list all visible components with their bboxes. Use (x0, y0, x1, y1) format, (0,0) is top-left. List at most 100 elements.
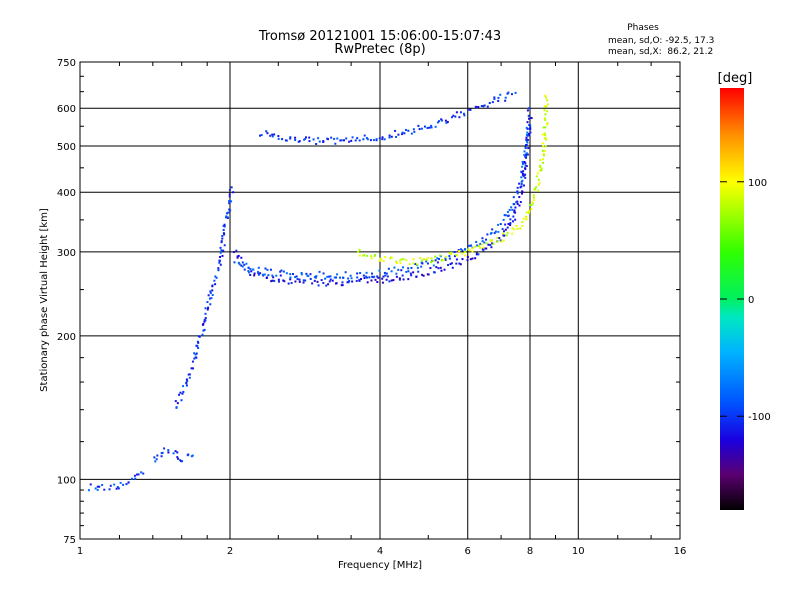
data-point (417, 270, 420, 273)
data-point (271, 133, 274, 136)
data-point (516, 200, 519, 203)
data-point (187, 453, 190, 456)
data-point (521, 162, 524, 165)
data-point (401, 266, 404, 269)
data-point (197, 341, 200, 344)
data-point (525, 218, 528, 221)
data-point (233, 261, 236, 264)
data-point (265, 130, 268, 133)
data-point (309, 277, 312, 280)
y-tick-label: 200 (57, 332, 76, 343)
data-point (407, 270, 410, 273)
data-point (372, 139, 375, 142)
data-point (280, 269, 283, 272)
data-point (324, 277, 327, 280)
data-point (402, 278, 405, 281)
data-point (317, 137, 320, 140)
data-point (94, 487, 97, 490)
data-point (363, 134, 366, 137)
data-point (427, 273, 430, 276)
data-point (387, 267, 390, 270)
data-point (483, 104, 486, 107)
data-point (87, 489, 90, 492)
data-point (524, 146, 527, 149)
data-point (546, 99, 549, 102)
data-point (431, 259, 434, 262)
data-point (459, 263, 462, 266)
data-point (458, 262, 461, 265)
data-point (351, 136, 354, 139)
data-point (425, 260, 428, 263)
data-point (209, 303, 212, 306)
data-point (381, 281, 384, 284)
data-point (250, 270, 253, 273)
data-point (228, 195, 231, 198)
data-point (315, 275, 318, 278)
data-point (527, 117, 530, 120)
data-point (304, 136, 307, 139)
data-point (505, 234, 508, 237)
data-point (320, 279, 323, 282)
data-point (289, 136, 292, 139)
data-point (390, 279, 393, 282)
data-point (428, 126, 431, 129)
data-point (499, 239, 502, 242)
data-point (245, 262, 248, 265)
data-point (350, 277, 353, 280)
data-point (382, 259, 385, 262)
data-point (261, 273, 264, 276)
colorbar: [deg] -100 0 100 (718, 71, 771, 510)
data-point (316, 280, 319, 283)
data-point (217, 267, 220, 270)
x-tick-label: 6 (465, 546, 471, 557)
data-point (322, 272, 325, 275)
data-point (440, 118, 443, 121)
data-point (502, 218, 505, 221)
data-point (335, 282, 338, 285)
data-point (356, 272, 359, 275)
data-point (304, 138, 307, 141)
data-point (315, 143, 318, 146)
data-point (454, 115, 457, 118)
data-point (312, 138, 315, 141)
data-point (415, 275, 418, 278)
data-point (204, 319, 207, 322)
data-point (358, 279, 361, 282)
data-point (523, 154, 526, 157)
data-point (228, 193, 231, 196)
data-point (511, 208, 514, 211)
data-point (98, 485, 101, 488)
data-point (358, 139, 361, 142)
data-point (214, 283, 217, 286)
data-point (407, 267, 410, 270)
data-points (87, 91, 549, 492)
data-point (477, 106, 480, 109)
data-point (277, 135, 280, 138)
data-point (502, 230, 505, 233)
data-point (494, 230, 497, 233)
data-point (289, 137, 292, 140)
data-point (516, 190, 519, 193)
data-point (220, 241, 223, 244)
data-point (222, 228, 225, 231)
data-point (223, 233, 226, 236)
data-point (407, 129, 410, 132)
data-point (544, 113, 547, 116)
data-point (194, 353, 197, 356)
data-point (195, 356, 198, 359)
data-point (541, 161, 544, 164)
data-point (305, 272, 308, 275)
data-point (365, 137, 368, 140)
data-point (448, 252, 451, 255)
data-point (259, 272, 262, 275)
data-point (489, 243, 492, 246)
data-point (186, 380, 189, 383)
data-point (298, 278, 301, 281)
data-point (330, 136, 333, 139)
data-point (271, 135, 274, 138)
data-point (109, 484, 112, 487)
data-point (243, 263, 246, 266)
data-point (430, 261, 433, 264)
data-point (426, 126, 429, 129)
data-point (219, 246, 222, 249)
